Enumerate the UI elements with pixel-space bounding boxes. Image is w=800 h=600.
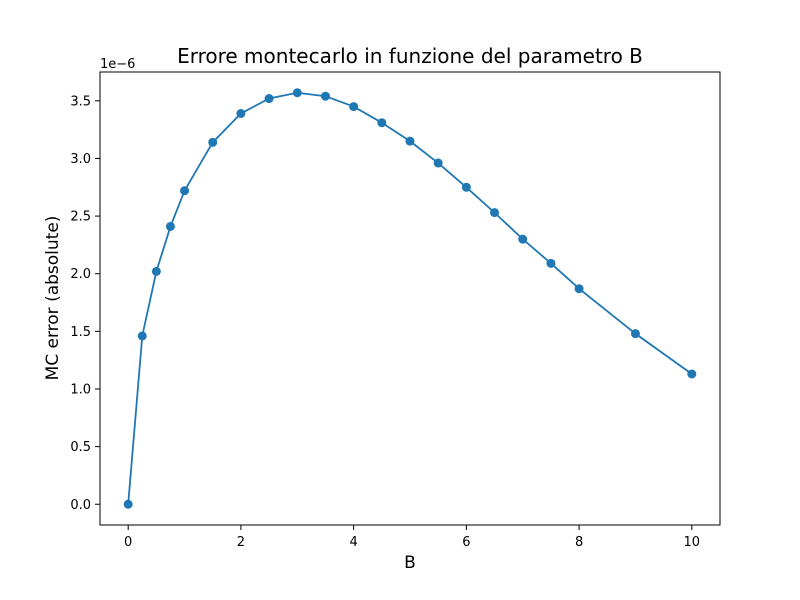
data-point [687,369,697,379]
chart-title: Errore montecarlo in funzione del parame… [177,44,643,68]
y-axis-ticks: 0.0 0.5 1.0 1.5 2.0 2.5 3.0 3.5 [70,94,100,513]
plot-area-frame [99,71,721,526]
y-axis-title: MC error (absolute) [43,216,63,381]
data-point [137,331,147,341]
x-tick-label: 8 [575,535,583,550]
x-tick-label: 6 [462,535,470,550]
data-point [320,91,330,101]
data-point [433,158,443,168]
x-tick-label: 2 [237,535,245,550]
y-tick-label: 3.0 [70,152,91,167]
x-tick-label: 10 [684,535,701,550]
data-point [490,208,500,218]
data-point [165,221,175,231]
data-point [349,102,359,112]
data-point [123,499,133,509]
series-layer [123,88,697,509]
data-point [208,137,218,147]
data-point [151,266,161,276]
data-point [264,94,274,104]
data-point [574,284,584,294]
y-tick-label: 0.5 [70,440,91,455]
data-point [377,118,387,128]
data-point [180,186,190,196]
x-axis-title: B [404,553,416,573]
x-tick-label: 4 [349,535,357,550]
data-point [630,329,640,339]
y-tick-label: 0.0 [70,498,91,513]
data-point [546,258,556,268]
data-point [461,182,471,192]
series-line [127,91,693,505]
data-point [405,136,415,146]
y-tick-label: 2.0 [70,267,91,282]
y-tick-label: 2.5 [70,210,91,225]
data-point [518,234,528,244]
x-axis-ticks: 0 2 4 6 8 10 [124,525,700,550]
y-tick-label: 1.5 [70,325,91,340]
data-point [292,88,302,98]
y-tick-label: 1.0 [70,382,91,397]
y-axis-offset-label: 1e−6 [100,57,135,72]
y-tick-label: 3.5 [70,94,91,109]
x-tick-label: 0 [124,535,132,550]
data-point [236,108,246,118]
